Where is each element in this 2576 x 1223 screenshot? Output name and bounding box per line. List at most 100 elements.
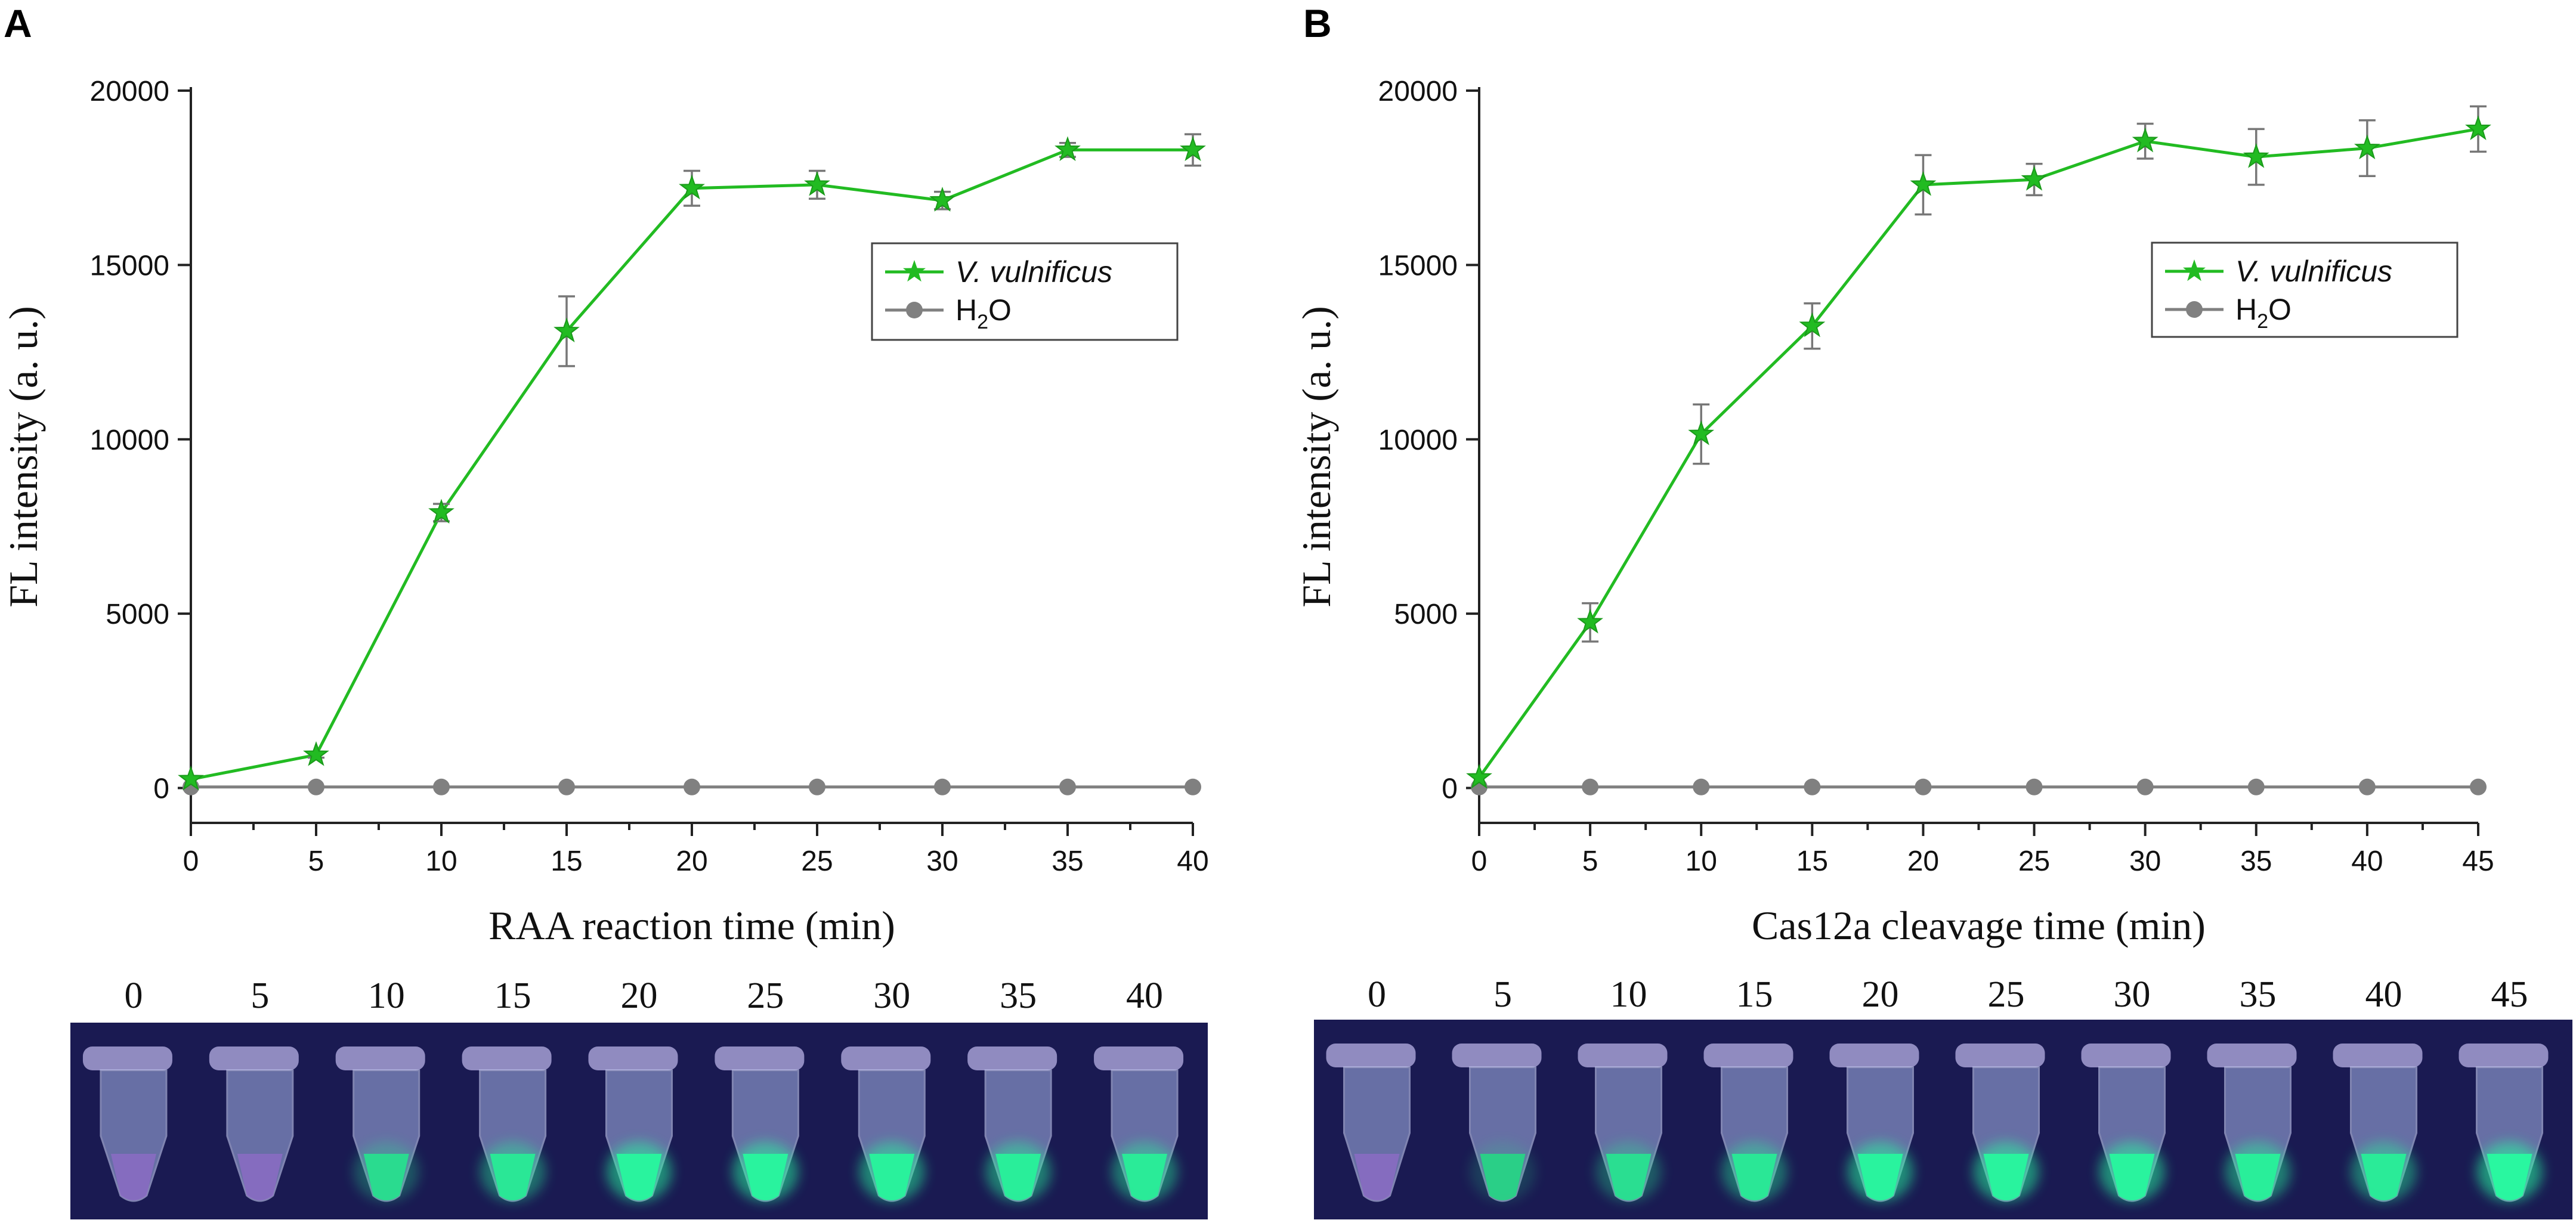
tube-label: 0: [1368, 974, 1386, 1015]
tube-cap: [2459, 1044, 2549, 1067]
tube-liquid: [2235, 1154, 2281, 1200]
tube: [2459, 1044, 2549, 1202]
y-tick-label: 10000: [90, 425, 169, 456]
data-point: [1582, 778, 1599, 795]
tube-photo: [1314, 1020, 2572, 1219]
legend-label-h2o: H2O: [955, 293, 1012, 333]
tube: [588, 1046, 678, 1202]
data-point: [2243, 143, 2269, 168]
tube-photo: [70, 1023, 1208, 1219]
tube: [209, 1046, 299, 1202]
tube-label: 40: [2365, 974, 2402, 1015]
tube: [1703, 1044, 1793, 1202]
tube-cap: [967, 1046, 1057, 1070]
y-tick-label: 15000: [1378, 250, 1458, 281]
tube-label: 45: [2491, 974, 2528, 1015]
y-tick-label: 0: [1442, 773, 1458, 805]
data-point: [2021, 166, 2048, 191]
x-tick-label: 30: [926, 846, 958, 877]
tube: [462, 1046, 552, 1202]
tube: [1094, 1046, 1184, 1202]
tube-label: 30: [873, 976, 910, 1016]
series-h2o: [1471, 778, 2487, 795]
tube: [1829, 1044, 1919, 1202]
tube-cap: [1703, 1044, 1793, 1067]
tube-liquid: [2361, 1154, 2407, 1200]
legend-box: [2151, 241, 2459, 338]
legend-h2o-h: H: [2235, 293, 2257, 326]
x-tick-label: 20: [676, 846, 707, 877]
legend-h2o-o: O: [988, 293, 1012, 327]
tube-label: 40: [1126, 976, 1163, 1016]
x-axis-title: Cas12a cleavage time (min): [1752, 903, 2206, 948]
tube-label: 5: [251, 976, 269, 1016]
series-vulnificus: [178, 133, 1206, 791]
legend-label-vulnificus: V. vulnificus: [2235, 255, 2392, 288]
data-point: [1799, 312, 1826, 338]
legend: V. vulnificus H2O: [871, 242, 1179, 341]
data-point: [428, 499, 454, 524]
tube-cap: [2207, 1044, 2297, 1067]
y-axis-title: FL intensity (a. u.): [1294, 306, 1339, 608]
x-tick-label: 10: [1686, 846, 1717, 877]
tube-label: 15: [1736, 974, 1773, 1015]
tube-cap: [1452, 1044, 1542, 1067]
y-axis-title: FL intensity (a. u.): [1, 306, 46, 608]
data-point: [303, 741, 329, 766]
tube-cap: [841, 1046, 931, 1070]
tube-cap: [1955, 1044, 2045, 1067]
tube-label: 25: [1988, 974, 2025, 1015]
panel-label: A: [4, 1, 32, 45]
tube-cap: [1829, 1044, 1919, 1067]
tube-liquid: [1606, 1154, 1652, 1200]
x-tick-label: 15: [551, 846, 582, 877]
tube: [82, 1046, 172, 1202]
y-tick-label: 10000: [1378, 425, 1458, 456]
tube-liquid: [1731, 1154, 1777, 1200]
x-tick-label: 40: [1177, 846, 1208, 877]
tube-liquid: [363, 1154, 409, 1200]
tube-cap: [209, 1046, 299, 1070]
tube-label: 30: [2114, 974, 2151, 1015]
legend-h2o-h: H: [955, 293, 977, 327]
data-point: [1054, 136, 1081, 162]
tube-label: 20: [1862, 974, 1899, 1015]
tube-label: 10: [1610, 974, 1647, 1015]
x-tick-label: 35: [2240, 846, 2272, 877]
data-point: [558, 778, 575, 795]
tube-cap: [462, 1046, 552, 1070]
tube-liquid: [110, 1154, 156, 1200]
tube-liquid: [616, 1154, 662, 1200]
legend-circle-icon: [2186, 301, 2203, 318]
x-tick-label: 15: [1796, 846, 1828, 877]
panel-label: B: [1303, 1, 1332, 45]
tube: [1578, 1044, 1668, 1202]
x-tick-label: 20: [1907, 846, 1939, 877]
data-point: [934, 778, 951, 795]
tube-liquid: [1857, 1154, 1903, 1200]
tube: [335, 1046, 425, 1202]
tube: [2207, 1044, 2297, 1202]
y-tick-label: 15000: [90, 250, 169, 281]
tube: [967, 1046, 1057, 1202]
y-tick-label: 20000: [90, 76, 169, 107]
tube-liquid: [869, 1154, 915, 1200]
x-tick-label: 30: [2129, 846, 2161, 877]
data-point: [2465, 115, 2491, 140]
tube-cap: [2333, 1044, 2423, 1067]
tube-liquid: [2487, 1154, 2532, 1200]
tube-liquid: [1122, 1154, 1168, 1200]
legend-h2o-sub: 2: [2257, 310, 2268, 333]
x-tick-label: 25: [2018, 846, 2050, 877]
series-line: [1477, 127, 2479, 779]
x-tick-label: 35: [1052, 846, 1083, 877]
data-point: [2470, 778, 2487, 795]
y-tick-label: 0: [153, 773, 169, 805]
data-point: [1185, 778, 1201, 795]
data-point: [684, 778, 700, 795]
data-point: [1577, 608, 1604, 634]
tube-label: 5: [1493, 974, 1512, 1015]
